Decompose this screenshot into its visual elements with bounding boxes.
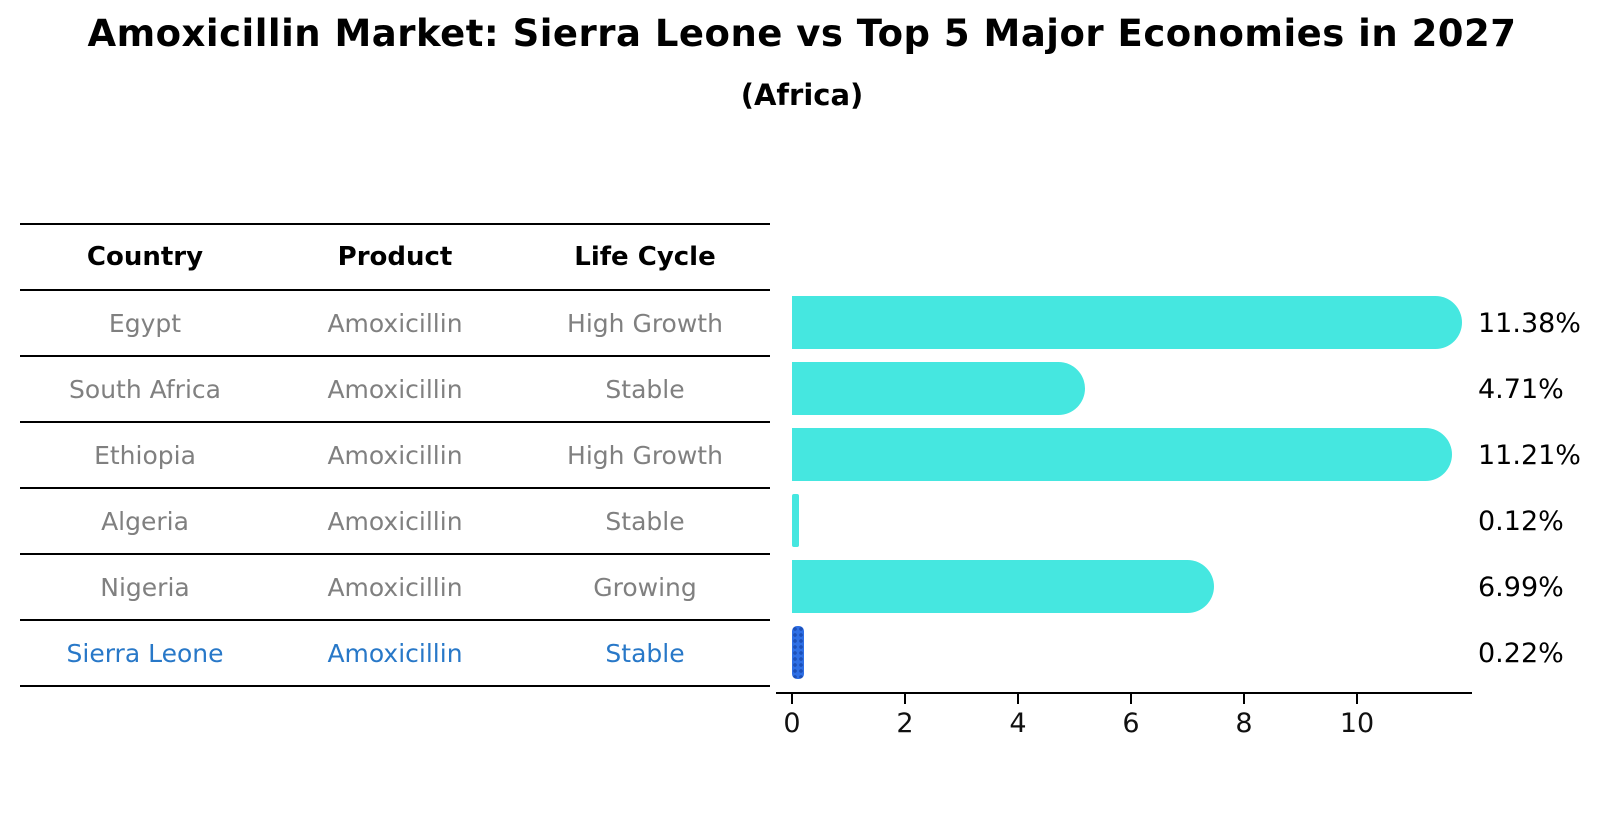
cell-life-cycle: Stable [605,506,685,536]
table-row-nigeria: Nigeria Amoxicillin Growing [20,555,770,621]
cell-life-cycle: Growing [593,572,697,602]
cell-life-cycle: Stable [605,374,685,404]
cell-life-cycle: Stable [605,638,685,668]
value-label-ethiopia: 11.21% [1478,440,1581,471]
x-axis-tick-label-0: 0 [783,708,801,739]
cell-product: Amoxicillin [327,638,463,668]
bar-algeria [792,493,799,547]
x-axis-line [776,692,1472,694]
x-axis-tick-4 [1017,694,1019,704]
x-axis-tick-8 [1243,694,1245,704]
x-axis-tick-label-8: 8 [1235,708,1253,739]
x-axis-tick-6 [1130,694,1132,704]
column-header-country: Country [86,242,204,272]
table-row-algeria: Algeria Amoxicillin Stable [20,489,770,555]
x-axis-tick-0 [791,694,793,704]
value-label-south-africa: 4.71% [1478,374,1564,405]
x-axis-tick-10 [1356,694,1358,704]
cell-product: Amoxicillin [327,506,463,536]
x-axis-tick-label-10: 10 [1339,708,1375,739]
cell-product: Amoxicillin [327,440,463,470]
table-row-sierra-leone: Sierra Leone Amoxicillin Stable [20,621,770,687]
cell-product: Amoxicillin [327,308,463,338]
bar-south-africa [792,361,1086,415]
column-header-life-cycle: Life Cycle [574,242,716,272]
table-row-south-africa: South Africa Amoxicillin Stable [20,357,770,423]
x-axis-tick-label-2: 2 [896,708,914,739]
table-row-egypt: Egypt Amoxicillin High Growth [20,291,770,357]
bar-sierra-leone [792,625,805,679]
value-label-nigeria: 6.99% [1478,572,1564,603]
cell-life-cycle: High Growth [567,440,723,470]
x-axis-tick-2 [904,694,906,704]
x-axis-tick-label-6: 6 [1122,708,1140,739]
bar-egypt [792,295,1462,349]
chart-title: Amoxicillin Market: Sierra Leone vs Top … [87,12,1517,55]
cell-country: South Africa [69,374,221,404]
cell-country: Algeria [101,506,189,536]
chart-subtitle: (Africa) [740,78,864,112]
cell-product: Amoxicillin [327,572,463,602]
bar-ethiopia [792,427,1453,481]
table-row-ethiopia: Ethiopia Amoxicillin High Growth [20,423,770,489]
value-label-egypt: 11.38% [1478,308,1581,339]
table-header-row: Country Product Life Cycle [20,223,770,291]
column-header-product: Product [337,242,453,272]
bar-nigeria [792,559,1214,613]
cell-product: Amoxicillin [327,374,463,404]
value-label-algeria: 0.12% [1478,506,1564,537]
country-table: Country Product Life Cycle Egypt Amoxicillin… [20,223,770,687]
cell-country: Sierra Leone [66,638,224,668]
cell-country: Egypt [108,308,182,338]
x-axis-tick-label-4: 4 [1009,708,1027,739]
cell-country: Ethiopia [94,440,196,470]
cell-country: Nigeria [100,572,190,602]
value-label-sierra-leone: 0.22% [1478,638,1564,669]
cell-life-cycle: High Growth [567,308,723,338]
